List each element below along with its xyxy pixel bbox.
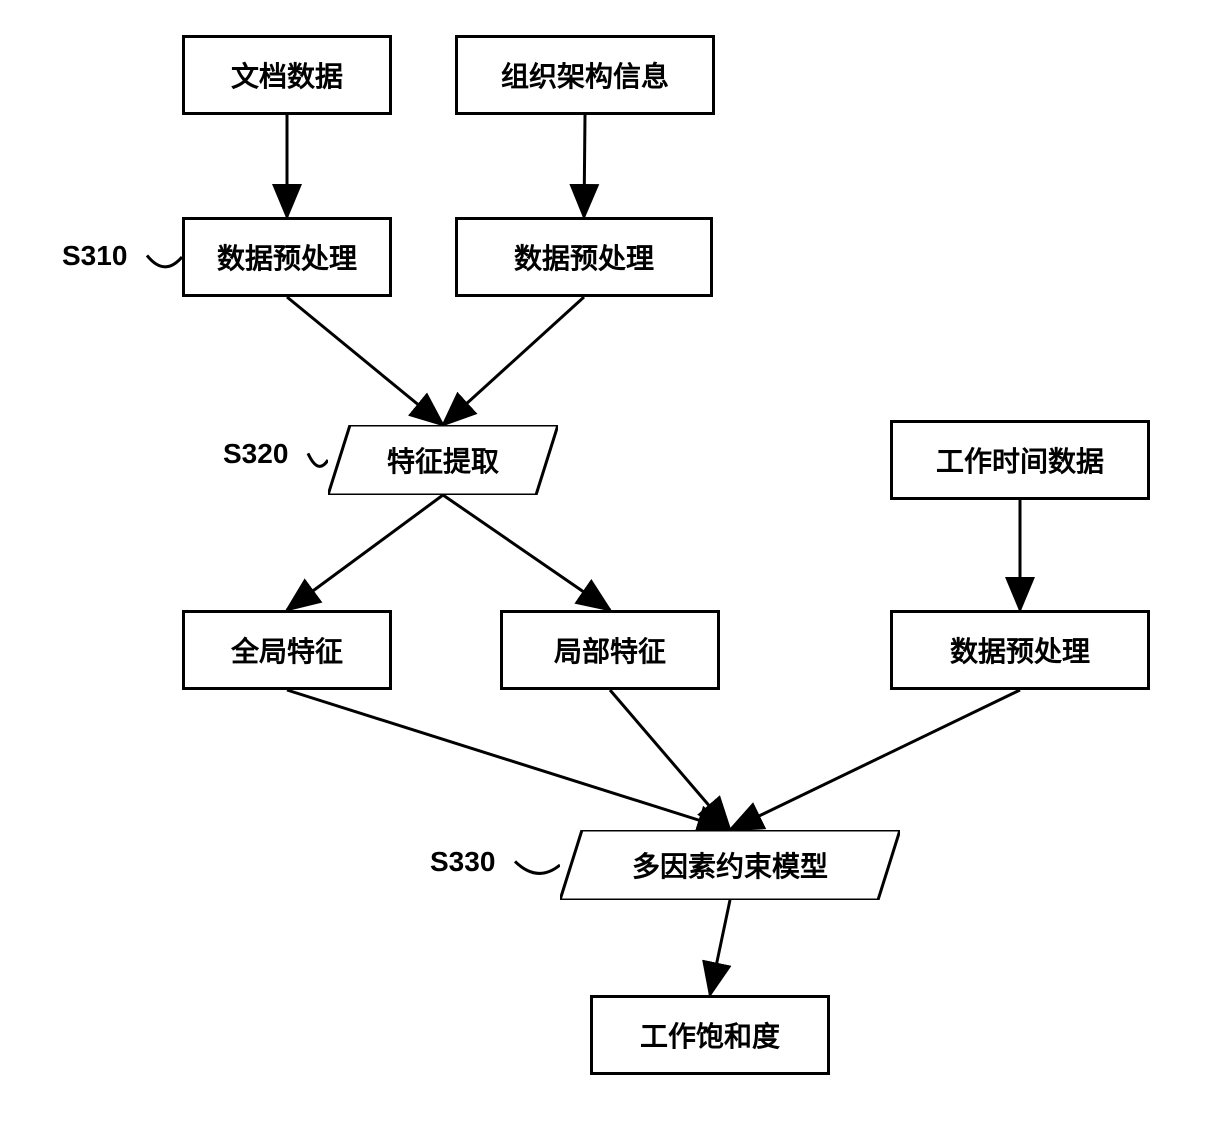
edge-n5-n8 — [443, 495, 610, 610]
edge-n7-n10 — [287, 690, 730, 830]
node-label: 工作饱和度 — [640, 1015, 780, 1055]
edges-layer — [0, 0, 1230, 1132]
node-label: 特征提取 — [387, 440, 499, 480]
node-label: 全局特征 — [231, 630, 343, 670]
edge-n10-n11 — [710, 900, 730, 995]
node-n8: 局部特征 — [500, 610, 720, 690]
node-n6: 工作时间数据 — [890, 420, 1150, 500]
edge-n8-n10 — [610, 690, 730, 830]
edge-n9-n10 — [730, 690, 1020, 830]
step-label-s320: S320 — [223, 438, 288, 470]
node-label: 文档数据 — [231, 55, 343, 95]
label-connector-s320 — [308, 453, 328, 466]
node-n9: 数据预处理 — [890, 610, 1150, 690]
node-label: 数据预处理 — [217, 237, 357, 277]
node-label: 工作时间数据 — [936, 440, 1104, 480]
node-n4: 数据预处理 — [455, 217, 713, 297]
node-n2: 组织架构信息 — [455, 35, 715, 115]
node-label: 数据预处理 — [514, 237, 654, 277]
node-n10: 多因素约束模型 — [560, 830, 900, 900]
edge-n3-n5 — [287, 297, 443, 425]
node-n11: 工作饱和度 — [590, 995, 830, 1075]
label-connector-s330 — [515, 861, 560, 873]
node-label: 局部特征 — [554, 630, 666, 670]
edge-n4-n5 — [443, 297, 584, 425]
node-n1: 文档数据 — [182, 35, 392, 115]
edge-n2-n4 — [584, 115, 585, 217]
node-label: 数据预处理 — [950, 630, 1090, 670]
node-n7: 全局特征 — [182, 610, 392, 690]
node-label: 多因素约束模型 — [632, 845, 828, 885]
node-n5: 特征提取 — [328, 425, 558, 495]
node-n3: 数据预处理 — [182, 217, 392, 297]
step-label-s310: S310 — [62, 240, 127, 272]
step-label-s330: S330 — [430, 846, 495, 878]
label-connector-s310 — [147, 255, 182, 266]
node-label: 组织架构信息 — [501, 55, 669, 95]
edge-n5-n7 — [287, 495, 443, 610]
